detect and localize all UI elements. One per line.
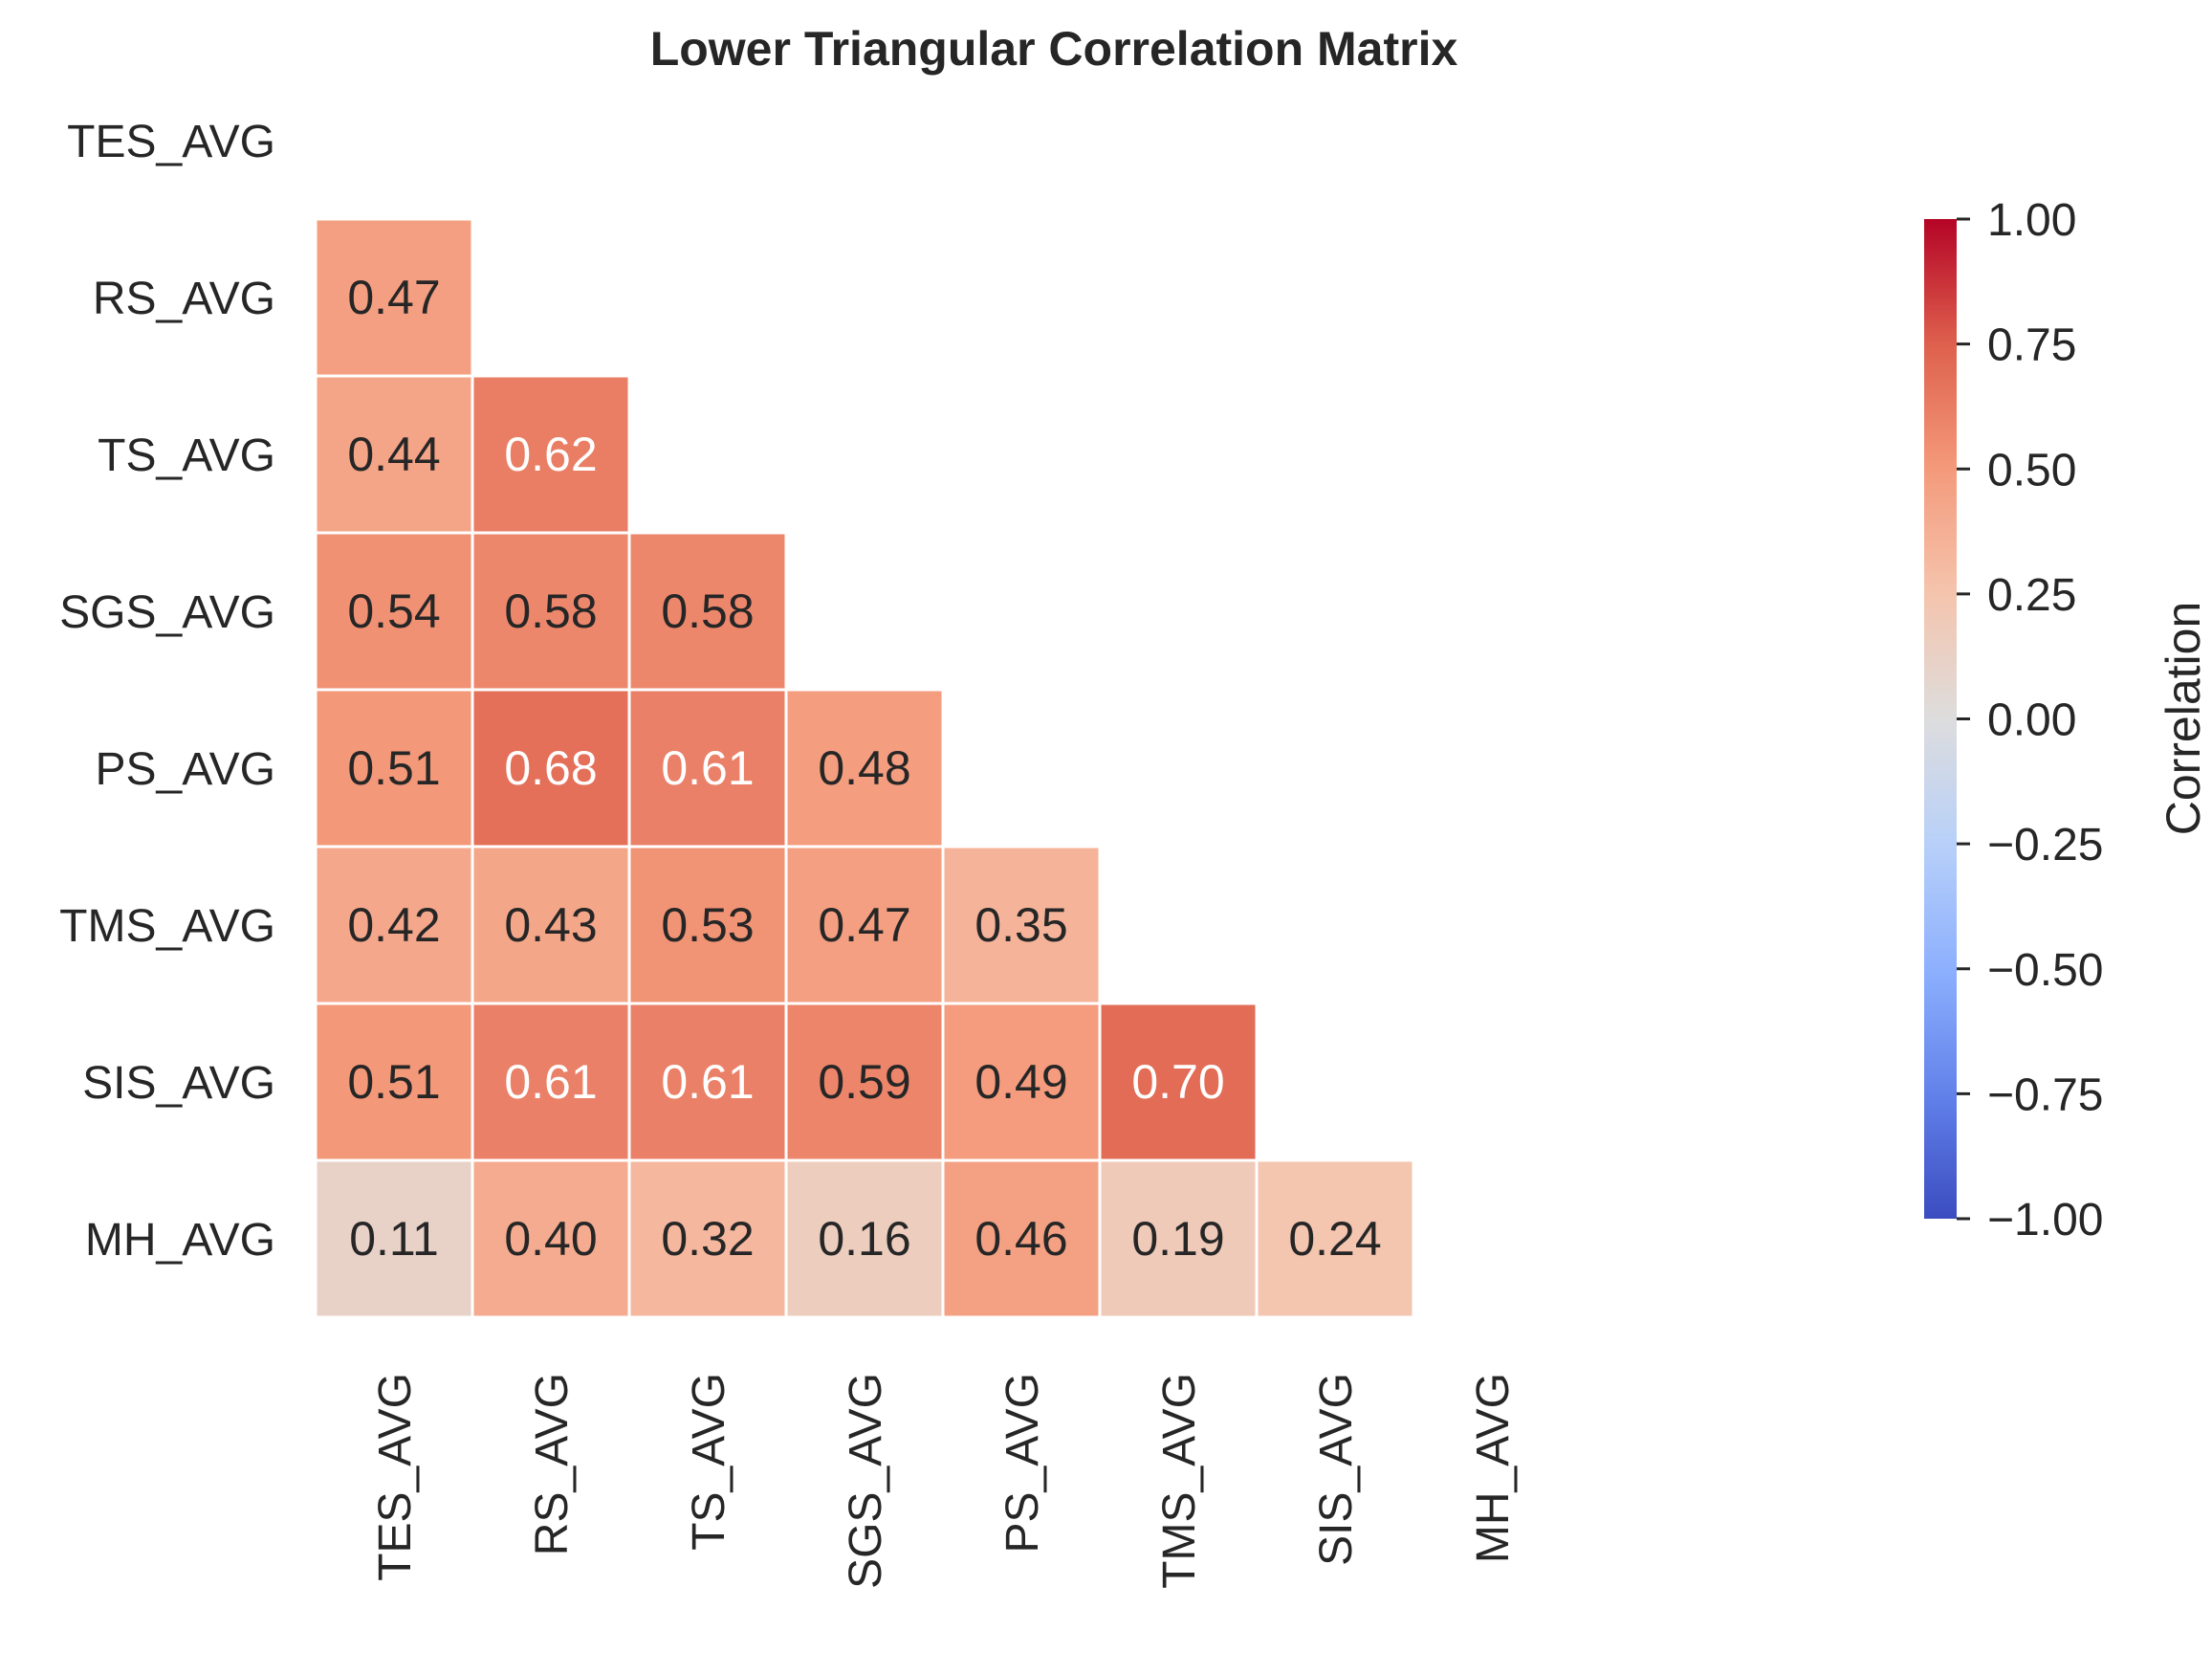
heatmap-cell-mh_avg-tes_avg <box>314 1158 474 1319</box>
heatmap-cells: 0.47 0.44 0.62 0.54 0.58 0.58 0.51 0.68 0.61 0.48… <box>314 217 1415 1319</box>
heatmap-cell-ps_avg-rs_avg <box>471 688 631 849</box>
colorbar-tick-label: 1.00 <box>1987 195 2076 246</box>
y-tick-label: RS_AVG <box>93 274 275 324</box>
cell-value-label: 0.61 <box>504 1055 597 1109</box>
x-tick-label: SIS_AVG <box>1311 1373 1362 1566</box>
cell-value-label: 0.43 <box>504 898 597 952</box>
cell-value-label: 0.51 <box>347 741 440 795</box>
cell-value-label: 0.46 <box>975 1212 1067 1266</box>
x-tick-label: MH_AVG <box>1468 1373 1519 1563</box>
colorbar-tick-label: 0.00 <box>1987 695 2076 746</box>
heatmap-cell-sis_avg-rs_avg <box>471 1002 631 1162</box>
x-tick-label: SGS_AVG <box>841 1373 891 1589</box>
cell-value-label: 0.51 <box>347 1055 440 1109</box>
heatmap-cell-mh_avg-sis_avg <box>1255 1158 1415 1319</box>
heatmap-cell-tms_avg-ps_avg <box>941 845 1102 1005</box>
x-tick-label: RS_AVG <box>527 1373 578 1555</box>
cell-value-label: 0.11 <box>349 1212 439 1266</box>
y-tick-label: TES_AVG <box>67 117 275 167</box>
cell-value-label: 0.62 <box>504 428 597 481</box>
cell-value-label: 0.59 <box>818 1055 910 1109</box>
colorbar-ticks: 1.00 0.75 0.50 0.25 0.00 −0.25 −0.50 −0.75 −1.00 <box>1957 195 2103 1245</box>
y-tick-label: SGS_AVG <box>59 587 275 638</box>
y-tick-label: TS_AVG <box>98 430 275 481</box>
y-tick-label: PS_AVG <box>95 744 275 795</box>
x-tick-label: PS_AVG <box>997 1373 1048 1554</box>
heatmap-cell-sgs_avg-ts_avg <box>627 531 788 692</box>
cell-value-label: 0.35 <box>975 898 1067 952</box>
x-tick-label: TMS_AVG <box>1154 1373 1205 1589</box>
cell-value-label: 0.16 <box>818 1212 910 1266</box>
heatmap-cell-tms_avg-sgs_avg <box>784 845 945 1005</box>
heatmap-cell-tms_avg-ts_avg <box>627 845 788 1005</box>
cell-value-label: 0.47 <box>347 271 440 324</box>
colorbar: 1.00 0.75 0.50 0.25 0.00 −0.25 −0.50 −0.75 −1.00… <box>1924 195 2210 1245</box>
x-axis-tick-labels: TES_AVG RS_AVG TS_AVG SGS_AVG PS_AVG TMS_AVG S… <box>370 1373 1519 1589</box>
cell-value-label: 0.54 <box>347 584 440 638</box>
x-tick-label: TES_AVG <box>370 1373 421 1581</box>
cell-value-label: 0.68 <box>504 741 597 795</box>
chart-title: Lower Triangular Correlation Matrix <box>650 22 1458 76</box>
colorbar-tick-label: 0.25 <box>1987 570 2076 621</box>
heatmap-cell-mh_avg-ts_avg <box>627 1158 788 1319</box>
heatmap-cell-ps_avg-sgs_avg <box>784 688 945 849</box>
cell-value-label: 0.58 <box>661 584 754 638</box>
cell-value-label: 0.40 <box>504 1212 597 1266</box>
cell-value-label: 0.42 <box>347 898 440 952</box>
heatmap-cell-mh_avg-sgs_avg <box>784 1158 945 1319</box>
colorbar-tick-label: 0.75 <box>1987 320 2076 371</box>
colorbar-gradient <box>1924 219 1957 1219</box>
cell-value-label: 0.19 <box>1131 1212 1224 1266</box>
y-axis-tick-labels: TES_AVG RS_AVG TS_AVG SGS_AVG PS_AVG TMS_AVG S… <box>59 117 275 1266</box>
colorbar-tick-label: −1.00 <box>1987 1195 2103 1245</box>
colorbar-tick-label: −0.50 <box>1987 945 2103 996</box>
cell-value-label: 0.47 <box>818 898 910 952</box>
cell-value-label: 0.61 <box>661 741 754 795</box>
heatmap-cell-tms_avg-tes_avg <box>314 845 474 1005</box>
cell-value-label: 0.44 <box>347 428 440 481</box>
x-tick-label: TS_AVG <box>684 1373 734 1551</box>
heatmap-cell-rs_avg-tes_avg <box>314 217 474 378</box>
cell-value-label: 0.24 <box>1288 1212 1381 1266</box>
y-tick-label: SIS_AVG <box>82 1058 275 1109</box>
cell-value-label: 0.32 <box>661 1212 754 1266</box>
heatmap-cell-sis_avg-tms_avg <box>1098 1002 1259 1162</box>
heatmap-cell-sgs_avg-tes_avg <box>314 531 474 692</box>
heatmap-cell-sis_avg-ts_avg <box>627 1002 788 1162</box>
colorbar-tick-label: 0.50 <box>1987 445 2076 496</box>
heatmap-cell-mh_avg-rs_avg <box>471 1158 631 1319</box>
colorbar-tick-label: −0.75 <box>1987 1069 2103 1120</box>
cell-value-label: 0.49 <box>975 1055 1067 1109</box>
heatmap-cell-tms_avg-rs_avg <box>471 845 631 1005</box>
heatmap-cell-sis_avg-tes_avg <box>314 1002 474 1162</box>
colorbar-tick-label: −0.25 <box>1987 820 2103 871</box>
cell-value-label: 0.58 <box>504 584 597 638</box>
cell-value-label: 0.48 <box>818 741 910 795</box>
cell-value-label: 0.61 <box>661 1055 754 1109</box>
y-tick-label: MH_AVG <box>85 1215 275 1266</box>
heatmap-cell-sis_avg-ps_avg <box>941 1002 1102 1162</box>
colorbar-label: Correlation <box>2157 602 2210 836</box>
y-tick-label: TMS_AVG <box>59 901 275 952</box>
heatmap-cell-mh_avg-tms_avg <box>1098 1158 1259 1319</box>
cell-value-label: 0.53 <box>661 898 754 952</box>
heatmap-cell-ps_avg-ts_avg <box>627 688 788 849</box>
cell-value-label: 0.70 <box>1131 1055 1224 1109</box>
